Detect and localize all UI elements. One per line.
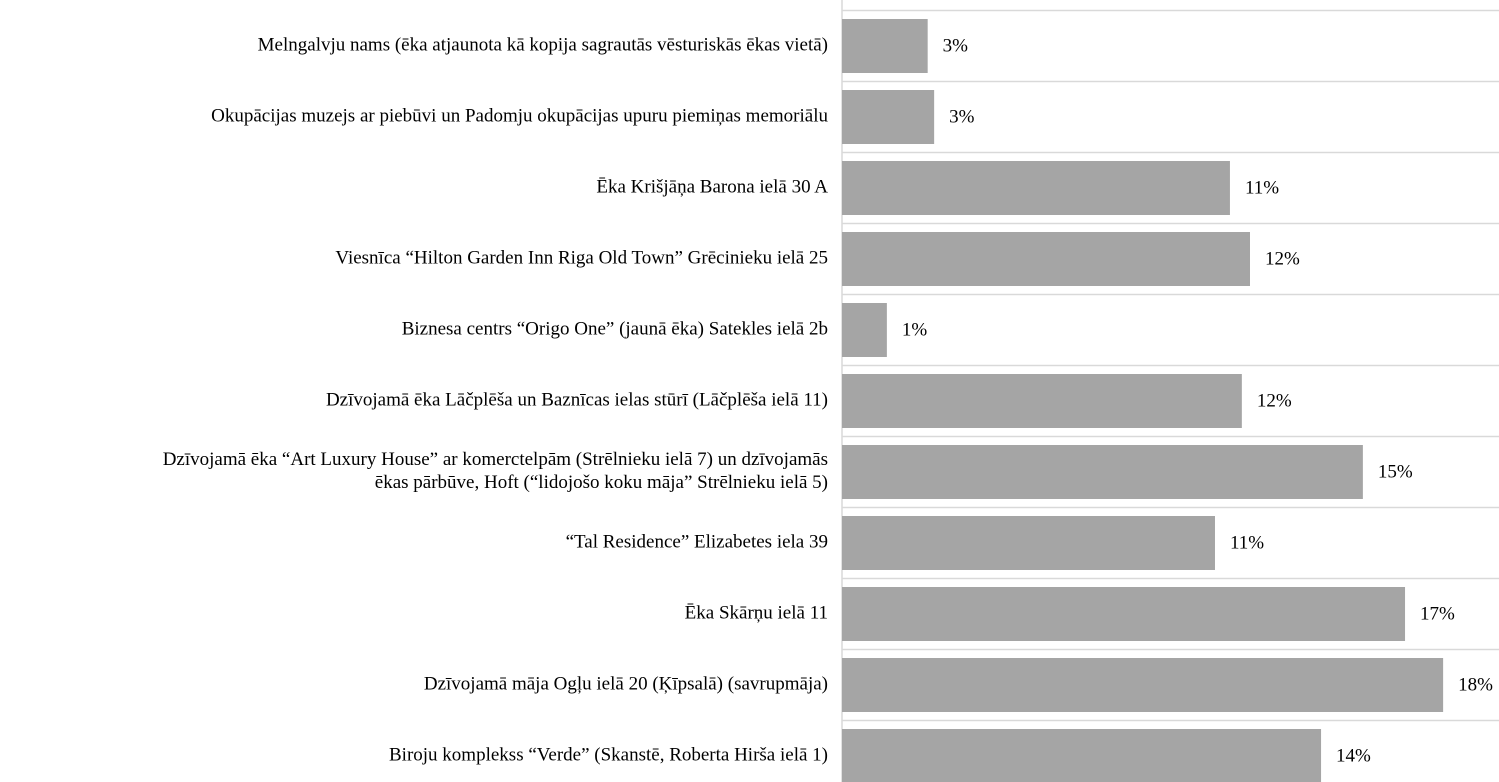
data-label: 15% [1378,461,1413,482]
category-label: “Tal Residence” Elizabetes iela 39 [565,531,828,553]
data-label: 14% [1336,745,1371,766]
data-label: 12% [1257,390,1292,411]
category-label: Melngalvju nams (ēka atjaunota kā kopija… [257,34,828,56]
category-label: Dzīvojamā ēka Lāčplēša un Baznīcas ielas… [325,389,828,411]
bar [842,658,1444,712]
category-label: Ēka Krišjāņa Barona ielā 30 A [596,176,828,198]
bar [842,445,1363,499]
category-label: Dzīvojamā ēka “Art Luxury House” ar kome… [162,449,828,493]
bar [842,516,1215,570]
bar [842,374,1242,428]
data-label: 3% [943,35,969,56]
data-label: 12% [1265,248,1300,269]
category-label: Biroju komplekss “Verde” (Skanstē, Rober… [389,744,828,766]
data-label: 3% [949,106,975,127]
data-label: 1% [902,319,928,340]
category-label: Biznesa centrs “Origo One” (jaunā ēka) S… [401,318,828,340]
data-label: 11% [1230,532,1264,553]
data-label: 18% [1458,674,1493,695]
bar [842,729,1322,782]
data-label: 11% [1245,177,1279,198]
bar [842,587,1406,641]
category-label: Viesnīca “Hilton Garden Inn Riga Old Tow… [335,247,828,269]
data-label: 17% [1420,603,1455,624]
bar [842,19,928,73]
bar [842,161,1230,215]
bar [842,232,1250,286]
bar [842,303,887,357]
bar [842,90,935,144]
category-label: Dzīvojamā māja Ogļu ielā 20 (Ķīpsalā) (s… [423,673,828,695]
category-label: Okupācijas muzejs ar piebūvi un Padomju … [211,105,828,127]
category-label: Ēka Skārņu ielā 11 [684,602,828,624]
